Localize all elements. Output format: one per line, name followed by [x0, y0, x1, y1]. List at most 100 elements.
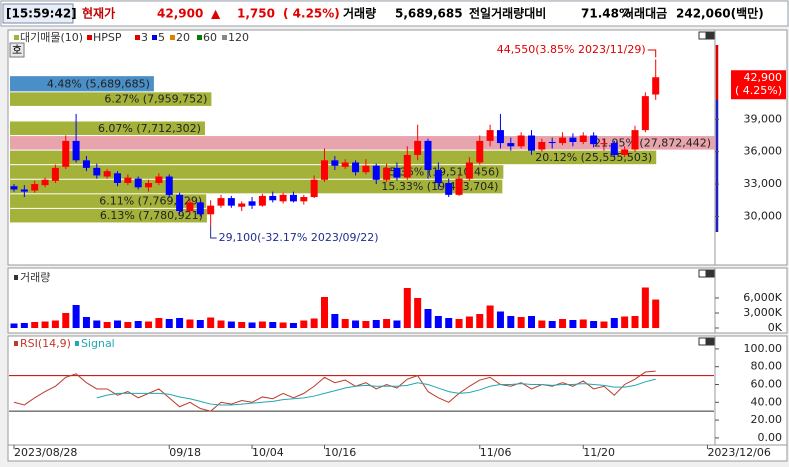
legend-label: HPSP: [93, 31, 122, 44]
volume-bar: [559, 319, 567, 328]
volume-bar: [590, 321, 598, 328]
candle-body: [352, 162, 360, 173]
candle-body: [362, 165, 370, 173]
candle-body: [238, 203, 246, 207]
candle-body: [496, 130, 504, 144]
candle-body: [145, 182, 153, 188]
y-tick-label: 60.00: [751, 377, 783, 390]
volume-bar: [507, 316, 515, 328]
candle-body: [341, 162, 349, 167]
x-tick-label: 2023/12/06: [707, 446, 770, 459]
candle-body: [227, 198, 235, 206]
candle-body: [393, 167, 401, 178]
volume-label: 거래량: [343, 6, 376, 21]
volume-bar: [434, 316, 442, 328]
annotation-leader: [647, 49, 657, 58]
side-button-label[interactable]: 호: [12, 44, 22, 57]
candle-body: [641, 96, 649, 131]
volume-profile-bar: [10, 121, 205, 136]
volume-bar: [641, 287, 649, 328]
volume-profile-bar: [10, 194, 207, 208]
restore-button[interactable]: [698, 269, 707, 278]
y-tick-label: 30,000: [744, 209, 783, 222]
y-tick-label: 80.00: [751, 360, 783, 373]
x-tick-label: 10/16: [325, 446, 357, 459]
volume-bar: [134, 321, 142, 328]
side-button[interactable]: [9, 42, 25, 58]
volume-bar: [455, 319, 463, 328]
current-price: 42,900: [744, 71, 783, 84]
annotation-low: 29,100(-32.17% 2023/09/22): [219, 231, 379, 244]
y-tick-label: 6,000K: [743, 291, 782, 304]
candle-body: [559, 137, 567, 144]
volume-bar: [289, 323, 297, 328]
candle-body: [155, 176, 163, 183]
y-tick-label: 39,000: [744, 112, 783, 125]
candle-body: [465, 162, 473, 179]
candle-body: [486, 130, 494, 141]
candle-body: [176, 194, 184, 212]
time-box: [2, 3, 74, 24]
volume-bar: [528, 316, 535, 328]
volume-bar: [517, 317, 525, 328]
legend-label: RSI(14,9): [20, 337, 71, 350]
candle-body: [455, 178, 463, 195]
volume-axis-pane: [714, 267, 788, 334]
volume-bar: [548, 321, 556, 328]
volume-bar: [465, 316, 473, 328]
legend-swatch: [197, 35, 202, 40]
candle-body: [434, 170, 442, 183]
candle-body: [300, 197, 308, 202]
y-tick-label: 0K: [768, 321, 783, 334]
volume-bar: [72, 305, 80, 328]
legend-swatch: [152, 35, 157, 40]
volume-bar: [538, 320, 546, 328]
candle-body: [217, 198, 225, 206]
close-button[interactable]: [706, 337, 715, 346]
volume-bar: [165, 319, 173, 328]
close-button[interactable]: [706, 31, 715, 40]
legend-label: 120: [228, 31, 249, 44]
candle-body: [579, 135, 587, 142]
candle-body: [321, 160, 328, 180]
candle-body: [331, 160, 339, 166]
y-tick-label: 0.00: [758, 431, 783, 444]
indicator-line: [96, 378, 656, 406]
change-pct: ( 4.25%): [283, 7, 340, 21]
legend-label: 거래량: [20, 271, 50, 284]
candle-body: [93, 167, 101, 176]
candle-body: [476, 140, 484, 163]
volume-bar: [310, 318, 318, 328]
volume-bar: [372, 320, 380, 328]
volume-bar: [20, 323, 28, 328]
volume-profile-bar: [10, 92, 212, 106]
restore-button[interactable]: [698, 31, 707, 40]
volume-bar: [362, 321, 370, 328]
candle-body: [62, 140, 70, 167]
volume-bar: [600, 321, 608, 328]
legend-label: 대기매물(10): [20, 31, 83, 44]
volume-bar: [93, 320, 101, 328]
x-tick-label: 09/18: [169, 446, 201, 459]
candle-body: [548, 141, 556, 144]
y-tick-label: 33,000: [744, 177, 783, 190]
candle-body: [207, 205, 215, 215]
candle-body: [114, 173, 121, 183]
restore-button[interactable]: [698, 337, 707, 346]
price-label: 현재가: [82, 6, 115, 21]
candle-body: [41, 179, 49, 186]
volume-profile-bar: [10, 76, 154, 92]
volume-bar: [186, 319, 194, 328]
volume-bar: [496, 311, 504, 328]
volume-bar: [579, 319, 587, 328]
y-tick-label: 100.00: [744, 342, 783, 355]
volume-profile-bar: [10, 208, 207, 223]
candle-body: [248, 201, 256, 206]
time: [15:59:42]: [6, 7, 77, 21]
annotation-leader: [210, 226, 217, 239]
volume-bar: [414, 298, 422, 328]
legend-label: Signal: [81, 337, 115, 350]
legend-swatch: [14, 341, 18, 346]
close-button[interactable]: [706, 269, 715, 278]
volume-bar: [352, 320, 360, 328]
